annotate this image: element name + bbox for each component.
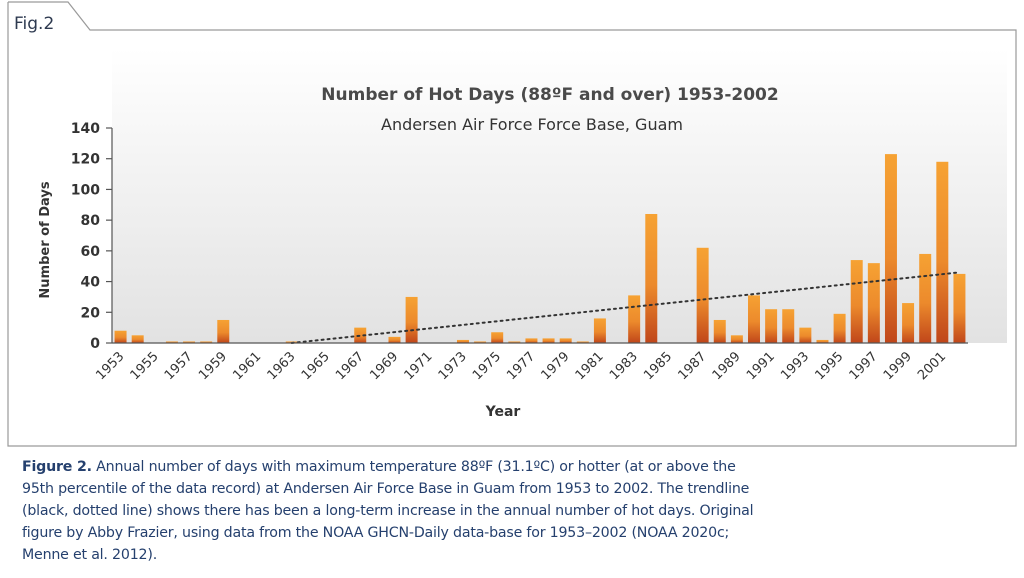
y-tick-label: 40 <box>81 275 101 291</box>
x-tick-label: 1971 <box>402 349 436 383</box>
figure-label: Fig.2 <box>14 14 55 34</box>
x-tick-label: 1979 <box>539 349 573 383</box>
bar-1992 <box>782 309 795 343</box>
bar-1967 <box>354 327 367 343</box>
bar-1997 <box>867 263 880 343</box>
y-tick-label: 0 <box>90 336 100 352</box>
bar-chart: Number of Hot Days (88ºF and over) 1953-… <box>38 48 1007 420</box>
x-tick-label: 1983 <box>607 349 641 383</box>
bar-1999 <box>902 303 915 343</box>
bar-1983 <box>628 295 641 343</box>
bar-1993 <box>799 327 812 343</box>
bar-1995 <box>833 313 846 343</box>
bar-1974 <box>474 341 487 343</box>
x-tick-label: 1955 <box>128 349 162 383</box>
bar-1987 <box>696 247 709 343</box>
bar-1996 <box>850 260 863 343</box>
trendline-group <box>290 271 961 344</box>
x-tick-label: 1999 <box>881 349 915 383</box>
bar-1977 <box>525 338 538 343</box>
figure-frame: Fig.2 Number of Hot Days (88ºF and over)… <box>7 1 1017 447</box>
bar-1970 <box>405 296 418 343</box>
caption-lead: Figure 2. <box>22 459 92 475</box>
bar-1980 <box>576 341 589 343</box>
bar-1988 <box>713 319 726 343</box>
bar-1989 <box>730 335 743 343</box>
bar-1991 <box>765 309 778 343</box>
figure-caption: Figure 2. Annual number of days with max… <box>22 456 762 566</box>
bar-1959 <box>217 319 230 343</box>
x-tick-label: 1975 <box>470 349 504 383</box>
bar-2000 <box>919 253 932 343</box>
x-tick-label: 1977 <box>504 349 538 383</box>
x-tick-label: 1989 <box>710 349 744 383</box>
x-tick-label: 2001 <box>915 349 949 383</box>
x-tick-label: 1963 <box>265 349 299 383</box>
x-tick-label: 1995 <box>812 349 846 383</box>
y-tick-label: 120 <box>71 152 100 168</box>
x-tick-label: 1967 <box>333 349 367 383</box>
y-tick-label: 100 <box>71 182 100 198</box>
bar-1976 <box>508 341 521 343</box>
y-axis-label: Number of Days <box>38 181 53 298</box>
bar-1956 <box>165 341 178 343</box>
bar-1981 <box>593 318 606 343</box>
x-tick-label: 1981 <box>573 349 607 383</box>
x-tick-label: 1953 <box>93 349 127 383</box>
bar-1990 <box>748 295 760 343</box>
y-tick-label: 80 <box>81 213 101 229</box>
x-tick-label: 1985 <box>641 349 675 383</box>
bar-1958 <box>200 341 213 343</box>
bar-1979 <box>559 338 572 343</box>
y-tick-label: 140 <box>71 121 100 137</box>
x-tick-label: 1991 <box>744 349 778 383</box>
bar-1954 <box>131 335 144 343</box>
bar-1953 <box>114 330 127 343</box>
x-tick-label: 1987 <box>675 349 709 383</box>
bar-1969 <box>388 336 401 343</box>
caption-text: Annual number of days with maximum tempe… <box>22 459 754 563</box>
x-axis: 1953 1955 1957 1959 1961 1963 1965 1967 1969 1971… <box>93 342 968 383</box>
x-tick-label: 1993 <box>778 349 812 383</box>
bar-1998 <box>884 154 897 343</box>
bar-1973 <box>456 339 469 343</box>
chart-title: Number of Hot Days (88ºF and over) 1953-… <box>321 85 778 105</box>
bar-2001 <box>936 161 949 343</box>
bar-1994 <box>816 339 829 343</box>
bars <box>114 154 966 343</box>
x-tick-label: 1961 <box>230 349 264 383</box>
x-tick-label: 1997 <box>847 349 881 383</box>
x-tick-label: 1965 <box>299 349 333 383</box>
bar-2002 <box>953 273 966 343</box>
y-axis: 0 20 40 60 80 100 120 140 <box>71 121 113 352</box>
y-tick-label: 20 <box>81 305 101 321</box>
x-tick-label: 1957 <box>162 349 196 383</box>
trendline <box>290 271 961 344</box>
x-tick-label: 1959 <box>196 349 230 383</box>
x-axis-label: Year <box>485 404 521 420</box>
x-tick-label: 1969 <box>367 349 401 383</box>
bar-1984 <box>645 214 658 343</box>
bar-1957 <box>183 341 196 343</box>
bar-1975 <box>491 332 504 343</box>
chart-subtitle: Andersen Air Force Force Base, Guam <box>381 115 683 134</box>
bar-1978 <box>542 338 555 343</box>
x-tick-label: 1973 <box>436 349 470 383</box>
y-tick-label: 60 <box>81 244 101 260</box>
